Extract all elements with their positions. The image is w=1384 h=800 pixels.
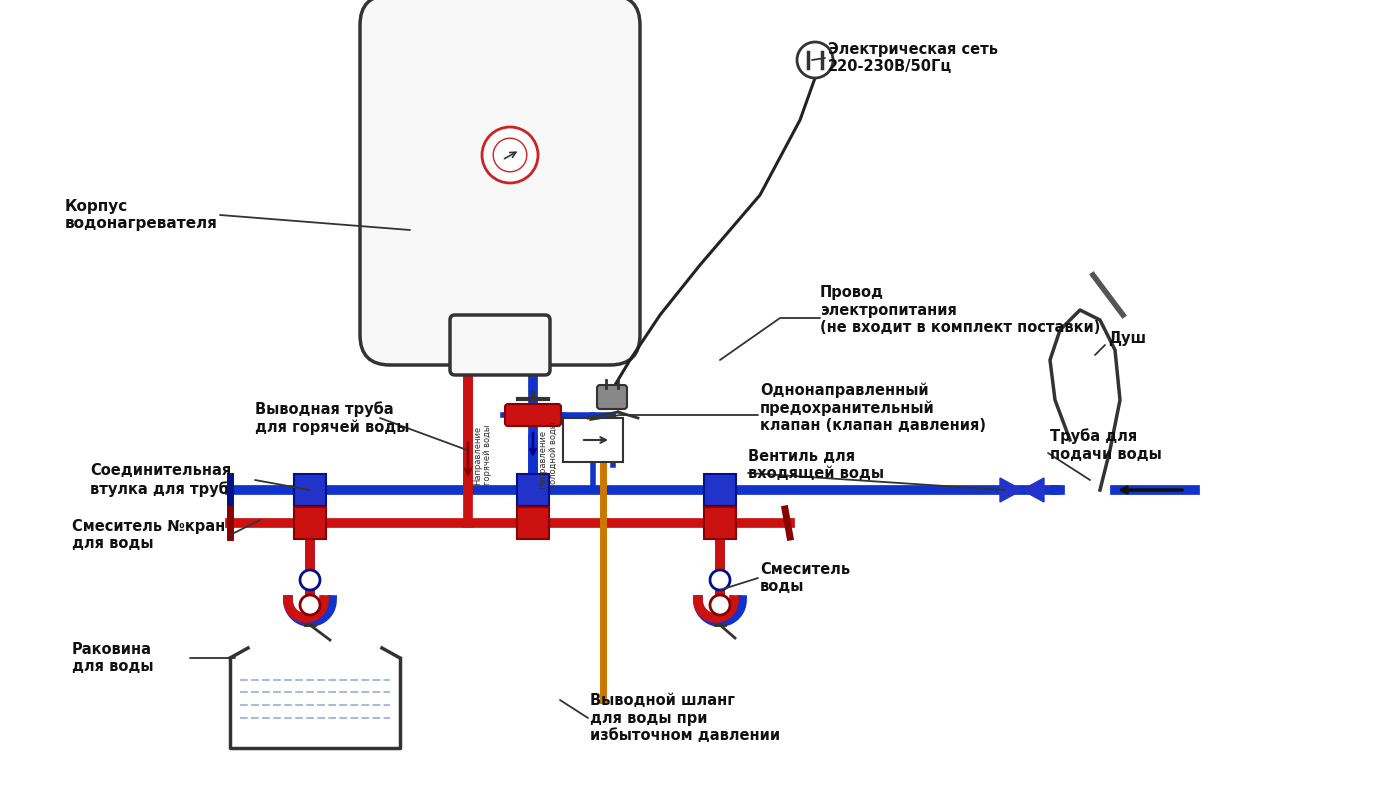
FancyBboxPatch shape	[597, 385, 627, 409]
FancyBboxPatch shape	[505, 404, 561, 426]
Circle shape	[493, 138, 527, 172]
Circle shape	[710, 595, 729, 615]
Text: Корпус
водонагревателя: Корпус водонагревателя	[65, 198, 217, 231]
Text: Однонаправленный
предохранительный
клапан (клапан давления): Однонаправленный предохранительный клапа…	[760, 382, 985, 434]
Polygon shape	[1001, 478, 1021, 502]
Polygon shape	[1021, 478, 1044, 502]
FancyBboxPatch shape	[518, 507, 549, 539]
FancyBboxPatch shape	[293, 507, 327, 539]
Text: Провод
электропитания
(не входит в комплект поставки): Провод электропитания (не входит в компл…	[819, 285, 1100, 335]
FancyBboxPatch shape	[704, 474, 736, 506]
Circle shape	[300, 595, 320, 615]
Text: Смеситель
воды: Смеситель воды	[760, 562, 850, 594]
Text: Душ: Душ	[1109, 330, 1146, 346]
Text: Выводной шланг
для воды при
избыточном давлении: Выводной шланг для воды при избыточном д…	[590, 693, 781, 743]
Text: Соединительная
втулка для труб: Соединительная втулка для труб	[90, 463, 231, 497]
Circle shape	[710, 570, 729, 590]
Text: Направление
холодной воды: Направление холодной воды	[538, 422, 558, 489]
FancyBboxPatch shape	[704, 507, 736, 539]
FancyBboxPatch shape	[450, 315, 549, 375]
FancyBboxPatch shape	[518, 474, 549, 506]
Circle shape	[300, 570, 320, 590]
Text: Труба для
подачи воды: Труба для подачи воды	[1050, 429, 1161, 462]
Text: Выводная труба
для горячей воды: Выводная труба для горячей воды	[255, 401, 410, 435]
Text: Смеситель №кран
для воды: Смеситель №кран для воды	[72, 519, 226, 551]
Text: Направление
горячей воды: Направление горячей воды	[473, 425, 493, 486]
Text: Вентиль для
входящей воды: Вентиль для входящей воды	[747, 449, 884, 481]
Circle shape	[797, 42, 833, 78]
Circle shape	[482, 127, 538, 183]
FancyBboxPatch shape	[563, 418, 623, 462]
Text: Раковина
для воды: Раковина для воды	[72, 642, 154, 674]
FancyBboxPatch shape	[360, 0, 639, 365]
FancyBboxPatch shape	[293, 474, 327, 506]
Text: Электрическая сеть
220-230В/50Гц: Электрическая сеть 220-230В/50Гц	[828, 42, 998, 74]
